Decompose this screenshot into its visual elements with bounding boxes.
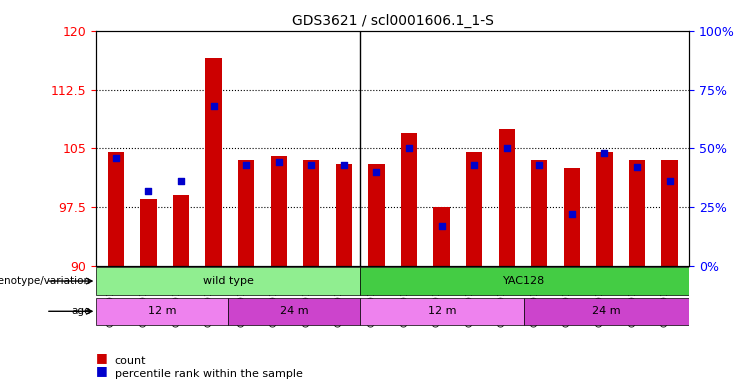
Point bbox=[631, 164, 643, 170]
Point bbox=[599, 150, 611, 156]
Text: 24 m: 24 m bbox=[593, 306, 621, 316]
Bar bbox=[107, 152, 124, 266]
FancyBboxPatch shape bbox=[96, 267, 360, 295]
Text: ■: ■ bbox=[96, 351, 108, 364]
Bar bbox=[238, 160, 254, 266]
Text: 24 m: 24 m bbox=[279, 306, 308, 316]
Point bbox=[207, 103, 219, 109]
Point bbox=[175, 178, 187, 184]
Bar bbox=[173, 195, 189, 266]
Bar bbox=[368, 164, 385, 266]
Text: YAC128: YAC128 bbox=[503, 276, 545, 286]
Bar bbox=[564, 168, 580, 266]
Point bbox=[110, 155, 122, 161]
Point bbox=[468, 162, 480, 168]
Bar bbox=[303, 160, 319, 266]
Point bbox=[534, 162, 545, 168]
Point bbox=[240, 162, 252, 168]
FancyBboxPatch shape bbox=[360, 267, 689, 295]
FancyBboxPatch shape bbox=[360, 298, 525, 325]
Bar bbox=[433, 207, 450, 266]
Point bbox=[305, 162, 317, 168]
Point bbox=[403, 145, 415, 151]
Text: genotype/variation: genotype/variation bbox=[0, 276, 90, 286]
Point bbox=[664, 178, 676, 184]
Point bbox=[501, 145, 513, 151]
FancyBboxPatch shape bbox=[96, 298, 228, 325]
Bar bbox=[662, 160, 678, 266]
Bar bbox=[401, 132, 417, 266]
Bar bbox=[597, 152, 613, 266]
Text: 12 m: 12 m bbox=[428, 306, 456, 316]
Text: count: count bbox=[115, 356, 147, 366]
Point bbox=[338, 162, 350, 168]
Bar bbox=[205, 58, 222, 266]
Bar bbox=[466, 152, 482, 266]
Bar bbox=[499, 129, 515, 266]
Bar bbox=[270, 156, 287, 266]
FancyBboxPatch shape bbox=[228, 298, 360, 325]
Text: 12 m: 12 m bbox=[148, 306, 176, 316]
Title: GDS3621 / scl0001606.1_1-S: GDS3621 / scl0001606.1_1-S bbox=[292, 14, 494, 28]
Point bbox=[566, 211, 578, 217]
FancyBboxPatch shape bbox=[525, 298, 689, 325]
Text: percentile rank within the sample: percentile rank within the sample bbox=[115, 369, 303, 379]
Point bbox=[273, 159, 285, 166]
Point bbox=[436, 223, 448, 229]
Text: wild type: wild type bbox=[202, 276, 253, 286]
Text: ■: ■ bbox=[96, 364, 108, 377]
Bar bbox=[140, 199, 156, 266]
Text: age: age bbox=[71, 306, 90, 316]
Point bbox=[370, 169, 382, 175]
Bar bbox=[336, 164, 352, 266]
Point bbox=[142, 187, 154, 194]
Bar bbox=[629, 160, 645, 266]
Bar bbox=[531, 160, 548, 266]
